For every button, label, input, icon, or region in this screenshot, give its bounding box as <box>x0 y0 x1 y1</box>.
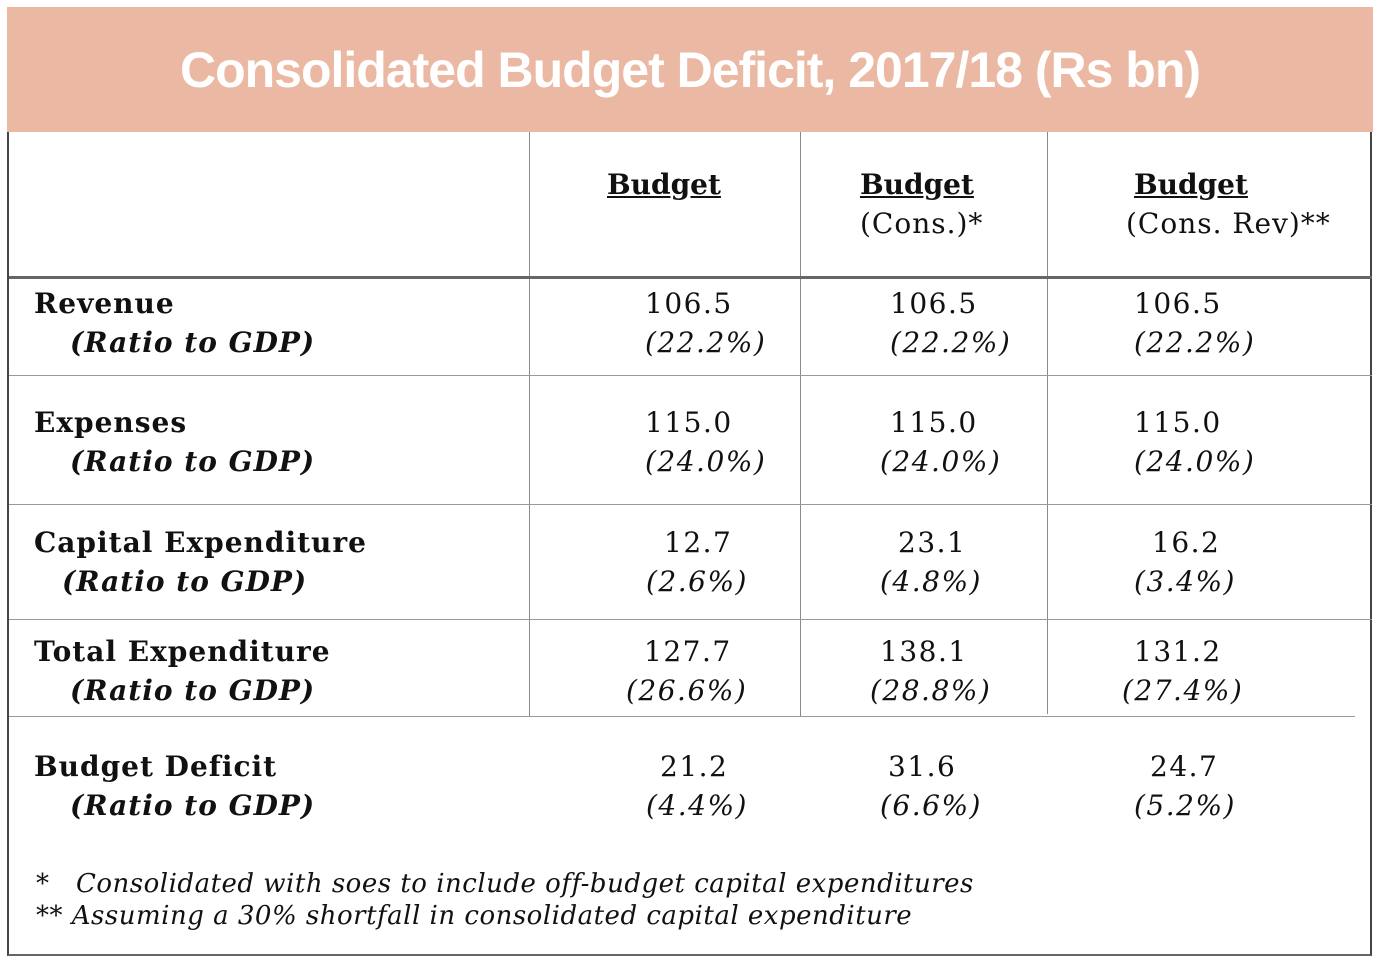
cell-ratio: (24.0%) <box>880 445 1002 478</box>
cell-ratio: (22.2%) <box>1134 326 1256 359</box>
row-divider <box>9 716 1355 717</box>
table-cell: 12.7 (2.6%) <box>646 526 748 598</box>
column-divider <box>529 132 530 717</box>
column-header-title: Budget <box>607 168 721 201</box>
table-cell: 106.5 (22.2%) <box>645 287 766 359</box>
row-ratio-label: (Ratio to GDP) <box>70 445 316 478</box>
row-label-text: Total Expenditure <box>34 635 331 668</box>
table-cell: 138.1 (28.8%) <box>870 635 991 707</box>
cell-value: 127.7 <box>644 635 732 668</box>
row-label-capital-expenditure: Capital Expenditure (Ratio to GDP) <box>34 526 367 598</box>
table-cell: 106.5 (22.2%) <box>890 287 1011 359</box>
row-label-budget-deficit: Budget Deficit (Ratio to GDP) <box>34 750 315 822</box>
cell-ratio: (26.6%) <box>626 674 748 707</box>
table-cell: 127.7 (26.6%) <box>626 635 747 707</box>
table-cell: 115.0 (24.0%) <box>645 406 766 478</box>
row-label-text: Revenue <box>34 287 175 320</box>
cell-value: 106.5 <box>1134 287 1222 320</box>
footnote-text: Consolidated with soes to include off-bu… <box>76 869 974 899</box>
cell-ratio: (3.4%) <box>1134 565 1236 598</box>
column-header-title: Budget <box>1134 168 1248 201</box>
row-label-total-expenditure: Total Expenditure (Ratio to GDP) <box>34 635 331 707</box>
title-banner: Consolidated Budget Deficit, 2017/18 (Rs… <box>7 7 1373 132</box>
row-divider <box>9 504 1372 505</box>
cell-value: 24.7 <box>1150 750 1219 783</box>
cell-value: 21.2 <box>660 750 729 783</box>
row-label-text: Expenses <box>34 406 188 439</box>
table-cell: 131.2 (27.4%) <box>1122 635 1243 707</box>
row-divider <box>9 375 1372 376</box>
cell-ratio: (22.2%) <box>890 326 1012 359</box>
cell-value: 31.6 <box>888 750 957 783</box>
cell-value: 115.0 <box>645 406 733 439</box>
cell-value: 115.0 <box>890 406 978 439</box>
column-header-subtitle: (Cons.)* <box>860 207 984 240</box>
row-label-text: Budget Deficit <box>34 750 278 783</box>
row-ratio-label: (Ratio to GDP) <box>62 565 308 598</box>
header-divider <box>9 276 1372 279</box>
column-header-title: Budget <box>860 168 974 201</box>
cell-ratio: (28.8%) <box>870 674 992 707</box>
footnote-mark: * <box>36 869 50 899</box>
column-header-budget-cons: Budget (Cons.)* <box>860 168 983 240</box>
table-cell: 21.2 (4.4%) <box>646 750 748 822</box>
cell-value: 106.5 <box>890 287 978 320</box>
cell-value: 131.2 <box>1134 635 1222 668</box>
row-ratio-label: (Ratio to GDP) <box>70 326 316 359</box>
column-divider <box>800 132 801 717</box>
row-label-revenue: Revenue (Ratio to GDP) <box>34 287 315 359</box>
cell-ratio: (24.0%) <box>645 445 767 478</box>
column-header-subtitle: (Cons. Rev)** <box>1126 207 1331 240</box>
footnote: * Consolidated with soes to include off-b… <box>36 868 974 900</box>
footnote: ** Assuming a 30% shortfall in consolida… <box>36 900 974 932</box>
cell-ratio: (6.6%) <box>880 789 982 822</box>
table-frame <box>7 132 1372 956</box>
table-cell: 115.0 (24.0%) <box>1134 406 1255 478</box>
row-divider <box>9 619 1372 620</box>
column-divider <box>1047 132 1048 714</box>
cell-value: 16.2 <box>1152 526 1221 559</box>
table-cell: 24.7 (5.2%) <box>1134 750 1236 822</box>
row-ratio-label: (Ratio to GDP) <box>70 789 316 822</box>
cell-value: 23.1 <box>898 526 967 559</box>
cell-ratio: (27.4%) <box>1122 674 1244 707</box>
footnote-mark: ** <box>36 901 63 931</box>
cell-ratio: (4.4%) <box>646 789 748 822</box>
table-cell: 16.2 (3.4%) <box>1134 526 1236 598</box>
table-title: Consolidated Budget Deficit, 2017/18 (Rs… <box>179 41 1201 98</box>
cell-value: 12.7 <box>664 526 733 559</box>
row-ratio-label: (Ratio to GDP) <box>70 674 316 707</box>
cell-ratio: (5.2%) <box>1134 789 1236 822</box>
table-cell: 23.1 (4.8%) <box>880 526 982 598</box>
footnote-text: Assuming a 30% shortfall in consolidated… <box>71 901 913 931</box>
cell-value: 106.5 <box>645 287 733 320</box>
table-cell: 31.6 (6.6%) <box>880 750 982 822</box>
table-cell: 106.5 (22.2%) <box>1134 287 1255 359</box>
cell-ratio: (22.2%) <box>645 326 767 359</box>
cell-ratio: (4.8%) <box>880 565 982 598</box>
column-header-budget: Budget <box>607 168 721 201</box>
cell-ratio: (2.6%) <box>646 565 748 598</box>
column-header-budget-cons-rev: Budget (Cons. Rev)** <box>1126 168 1331 240</box>
cell-value: 115.0 <box>1134 406 1222 439</box>
cell-ratio: (24.0%) <box>1134 445 1256 478</box>
row-label-expenses: Expenses (Ratio to GDP) <box>34 406 315 478</box>
row-label-text: Capital Expenditure <box>34 526 367 559</box>
footnotes: * Consolidated with soes to include off-b… <box>36 868 974 932</box>
table-cell: 115.0 (24.0%) <box>880 406 1001 478</box>
cell-value: 138.1 <box>880 635 968 668</box>
